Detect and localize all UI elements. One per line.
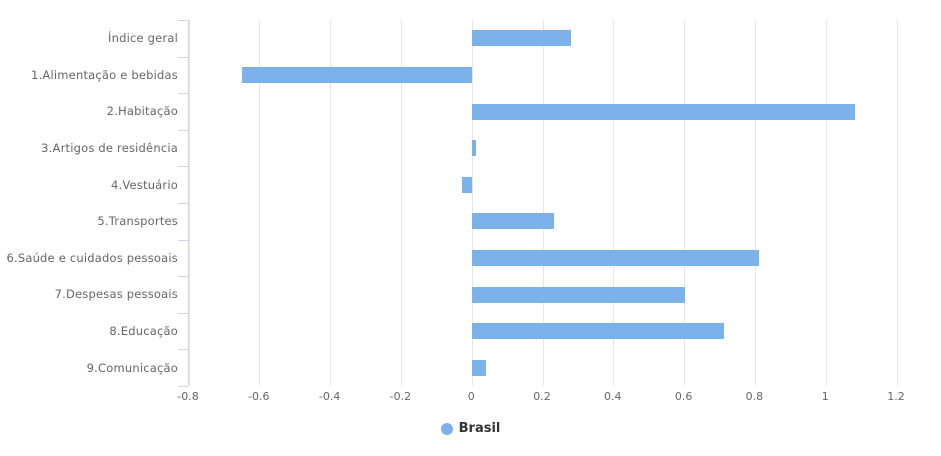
bar[interactable] <box>472 286 685 303</box>
x-tick-label: 1 <box>821 390 829 403</box>
x-tick-label: 0.2 <box>533 390 551 403</box>
legend-item-brasil[interactable]: Brasil <box>0 421 941 436</box>
category-label: 6.Saúde e cuidados pessoais <box>6 250 178 265</box>
category-label: 9.Comunicação <box>86 360 178 375</box>
gridline <box>684 20 686 386</box>
gridline <box>896 20 898 386</box>
axis-tick <box>178 20 188 21</box>
bar[interactable] <box>472 103 855 120</box>
gridline <box>613 20 615 386</box>
gridline <box>400 20 402 386</box>
gridline <box>330 20 332 386</box>
x-tick-label: 0.4 <box>604 390 622 403</box>
gridline <box>259 20 261 386</box>
bar[interactable] <box>472 30 572 47</box>
category-label: 5.Transportes <box>97 214 178 229</box>
category-label: 4.Vestuário <box>110 177 178 192</box>
bar[interactable] <box>461 176 473 193</box>
x-tick-label: -0.8 <box>177 390 199 403</box>
x-tick-label: 0 <box>467 390 475 403</box>
category-label: 7.Despesas pessoais <box>54 287 178 302</box>
gridline <box>471 20 473 386</box>
axis-tick <box>178 93 188 94</box>
axis-tick <box>178 240 188 241</box>
category-label: 2.Habitação <box>106 104 178 119</box>
axis-tick <box>178 166 188 167</box>
axis-tick <box>178 203 188 204</box>
axis-tick <box>178 349 188 350</box>
x-tick-label: 0.8 <box>745 390 764 403</box>
gridline <box>754 20 756 386</box>
category-label: 8.Educação <box>109 324 178 339</box>
axis-tick <box>178 130 188 131</box>
category-label: 1.Alimentação e bebidas <box>31 67 178 82</box>
axis-tick <box>178 276 188 277</box>
legend-marker-icon <box>440 422 453 435</box>
x-tick-label: -0.4 <box>318 390 341 403</box>
bar[interactable] <box>472 359 487 376</box>
bar[interactable] <box>472 323 724 340</box>
x-tick-label: 0.6 <box>674 390 693 403</box>
bar[interactable] <box>472 140 476 157</box>
plot-area <box>188 20 898 386</box>
x-tick-label: 1.2 <box>887 390 905 403</box>
axis-tick <box>178 57 188 58</box>
x-tick-label: -0.6 <box>248 390 270 403</box>
category-label: 3.Artigos de residência <box>41 141 178 156</box>
category-label: Índice geral <box>108 31 178 46</box>
bar[interactable] <box>472 213 554 230</box>
legend-label: Brasil <box>458 421 501 436</box>
x-tick-label: -0.2 <box>389 390 412 403</box>
axis-tick <box>178 386 188 387</box>
axis-tick <box>178 313 188 314</box>
bar[interactable] <box>472 249 759 266</box>
gridline <box>825 20 827 386</box>
gridline <box>542 20 544 386</box>
bar[interactable] <box>242 66 473 83</box>
gridline <box>188 20 190 386</box>
